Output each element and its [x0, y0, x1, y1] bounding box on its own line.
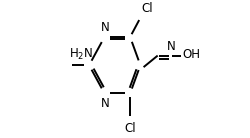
Text: N: N	[101, 21, 110, 34]
Text: Cl: Cl	[142, 2, 153, 15]
Text: N: N	[101, 97, 110, 110]
Text: H$_2$N: H$_2$N	[69, 47, 94, 62]
Text: Cl: Cl	[124, 122, 136, 135]
Text: OH: OH	[183, 48, 201, 61]
Text: N: N	[167, 40, 175, 53]
